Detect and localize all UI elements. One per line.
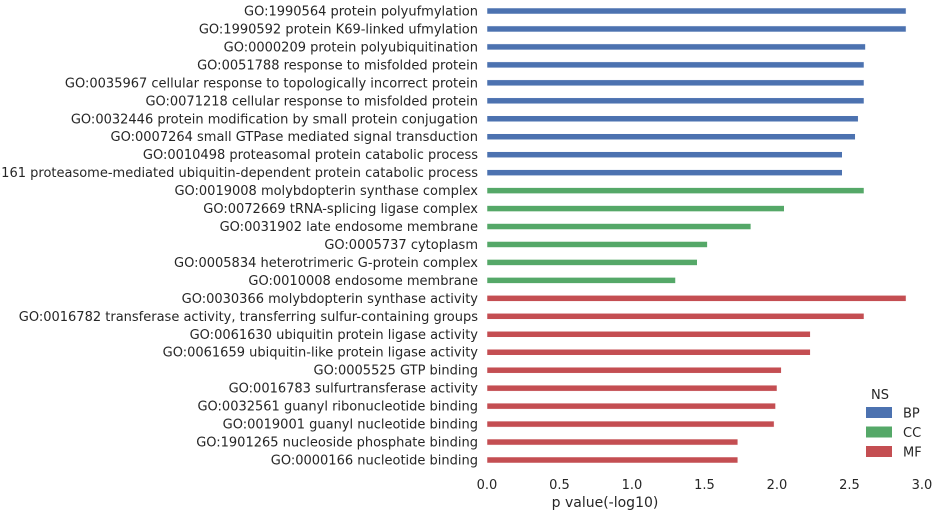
category-label: GO:0010008 endosome membrane bbox=[248, 274, 478, 289]
bars-layer bbox=[486, 7, 907, 464]
category-label: GO:0031902 late endosome membrane bbox=[220, 220, 478, 235]
category-label: GO:0005737 cytoplasm bbox=[324, 238, 478, 253]
bar bbox=[486, 366, 782, 374]
bar bbox=[486, 259, 698, 266]
legend-label: CC bbox=[903, 426, 921, 441]
bar bbox=[486, 348, 811, 356]
x-axis: 0.0 0.5 1.0 1.5 2.0 2.5 3.0 bbox=[477, 478, 933, 493]
category-label: GO:0005834 heterotrimeric G-protein comp… bbox=[174, 256, 478, 271]
legend-label: MF bbox=[903, 446, 922, 461]
bar bbox=[486, 25, 907, 33]
bar bbox=[486, 169, 843, 176]
bar bbox=[486, 61, 865, 69]
bar bbox=[486, 313, 865, 320]
category-label: GO:0030366 molybdopterin synthase activi… bbox=[182, 292, 479, 307]
category-label: GO:0000166 nucleotide binding bbox=[271, 454, 478, 469]
legend-swatch bbox=[866, 426, 892, 438]
bar bbox=[486, 331, 811, 338]
x-tick-label: 1.0 bbox=[622, 478, 643, 493]
category-label: GO:0016783 sulfurtransferase activity bbox=[229, 382, 479, 397]
bar bbox=[486, 420, 775, 428]
category-label: GO:0005525 GTP binding bbox=[314, 364, 478, 379]
x-tick-label: 0.5 bbox=[549, 478, 570, 493]
category-label: GO:0035967 cellular response to topologi… bbox=[65, 76, 478, 91]
category-label: GO:0032561 guanyl ribonucleotide binding bbox=[197, 400, 478, 415]
bar bbox=[486, 151, 843, 158]
bar bbox=[486, 133, 856, 140]
bar bbox=[486, 241, 708, 248]
bar bbox=[486, 205, 785, 212]
category-label: GO:0051788 response to misfolded protein bbox=[197, 58, 478, 73]
category-label: GO:1901265 nucleoside phosphate binding bbox=[196, 436, 478, 451]
bar bbox=[486, 187, 865, 194]
bar bbox=[486, 456, 739, 464]
bar bbox=[486, 43, 866, 51]
category-label: GO:0019008 molybdopterin synthase comple… bbox=[174, 184, 478, 199]
legend-swatch bbox=[866, 407, 892, 418]
x-tick-label: 2.5 bbox=[839, 478, 860, 493]
category-label: GO:1990564 protein polyufmylation bbox=[244, 5, 478, 20]
x-tick-label: 2.0 bbox=[767, 478, 788, 493]
bar bbox=[486, 402, 776, 410]
legend: NS BP CC MF bbox=[866, 388, 922, 461]
legend-label: BP bbox=[903, 407, 920, 422]
category-label: GO:0061630 ubiquitin protein ligase acti… bbox=[190, 328, 479, 343]
category-label: GO:0071218 cellular response to misfolde… bbox=[145, 94, 478, 109]
category-label: GO:1990592 protein K69-linked ufmylation bbox=[199, 22, 478, 37]
bar bbox=[486, 97, 865, 105]
x-tick-label: 1.5 bbox=[694, 478, 715, 493]
bar bbox=[486, 79, 865, 87]
category-label: GO:0010498 proteasomal protein catabolic… bbox=[143, 148, 478, 163]
legend-title: NS bbox=[871, 388, 889, 403]
category-label: GO:0019001 guanyl nucleotide binding bbox=[223, 418, 478, 433]
category-label: GO:0061659 ubiquitin-like protein ligase… bbox=[163, 346, 479, 361]
bar bbox=[486, 384, 778, 392]
category-label: GO:0043161 proteasome-mediated ubiquitin… bbox=[0, 166, 478, 181]
bar bbox=[486, 7, 907, 15]
category-labels: GO:1990564 protein polyufmylation GO:1990… bbox=[0, 5, 478, 469]
category-label: GO:0016782 transferase activity, transfe… bbox=[19, 310, 478, 325]
bar bbox=[486, 277, 676, 284]
bar bbox=[486, 223, 752, 230]
category-label: GO:0032446 protein modification by small… bbox=[71, 112, 478, 127]
category-label: GO:0072669 tRNA-splicing ligase complex bbox=[203, 202, 478, 217]
bar bbox=[486, 295, 907, 302]
bar bbox=[486, 115, 859, 123]
x-tick-label: 3.0 bbox=[912, 478, 933, 493]
x-tick-label: 0.0 bbox=[477, 478, 498, 493]
category-label: GO:0000209 protein polyubiquitination bbox=[224, 40, 478, 55]
legend-swatch bbox=[866, 446, 892, 457]
x-axis-label: p value(-log10) bbox=[552, 495, 659, 511]
category-label: GO:0007264 small GTPase mediated signal … bbox=[111, 130, 478, 145]
bar bbox=[486, 438, 739, 446]
